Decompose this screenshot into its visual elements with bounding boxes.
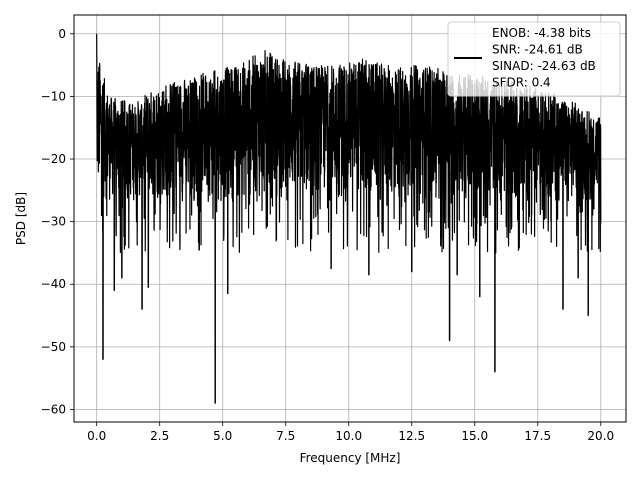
- x-tick-label-7: 17.5: [524, 429, 551, 443]
- x-tick-label-8: 20.0: [587, 429, 614, 443]
- legend: ENOB: -4.38 bits SNR: -24.61 dB SINAD: -…: [447, 21, 621, 97]
- y-tick-label-5: −50: [41, 340, 66, 354]
- legend-snr: SNR: -24.61 dB: [492, 43, 583, 57]
- legend-box: [447, 21, 621, 97]
- x-tick-label-5: 12.5: [398, 429, 425, 443]
- x-tick-label-1: 2.5: [150, 429, 169, 443]
- y-tick-label-4: −40: [41, 277, 66, 291]
- x-axis-label: Frequency [MHz]: [300, 451, 401, 465]
- y-tick-label-1: −10: [41, 89, 66, 103]
- y-tick-label-3: −30: [41, 215, 66, 229]
- legend-sfdr: SFDR: 0.4: [492, 76, 551, 90]
- x-tick-label-4: 10.0: [335, 429, 362, 443]
- x-tick-label-6: 15.0: [461, 429, 488, 443]
- x-tick-label-3: 7.5: [276, 429, 295, 443]
- x-tick-label-0: 0.0: [87, 429, 106, 443]
- ticks: 0.0 2.5 5.0 7.5 10.0 12.5 15.0 17.5 20.0 0 −10 −20 −…: [41, 27, 614, 443]
- legend-enob: ENOB: -4.38 bits: [492, 26, 591, 40]
- axes-frame: [73, 14, 627, 423]
- y-tick-label-2: −20: [41, 152, 66, 166]
- y-tick-label-0: 0: [58, 27, 66, 41]
- x-tick-label-2: 5.0: [213, 429, 232, 443]
- y-axis-label: PSD [dB]: [14, 192, 28, 245]
- legend-sinad: SINAD: -24.63 dB: [492, 59, 596, 73]
- y-tick-label-6: −60: [41, 402, 66, 416]
